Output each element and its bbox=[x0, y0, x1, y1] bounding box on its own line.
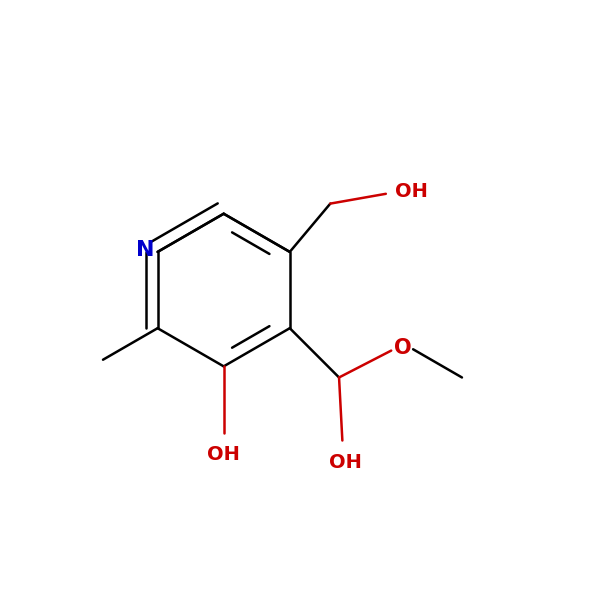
Text: O: O bbox=[394, 338, 412, 358]
Text: OH: OH bbox=[207, 445, 240, 464]
Text: N: N bbox=[136, 240, 155, 260]
Text: OH: OH bbox=[329, 453, 362, 472]
Text: OH: OH bbox=[395, 182, 427, 202]
